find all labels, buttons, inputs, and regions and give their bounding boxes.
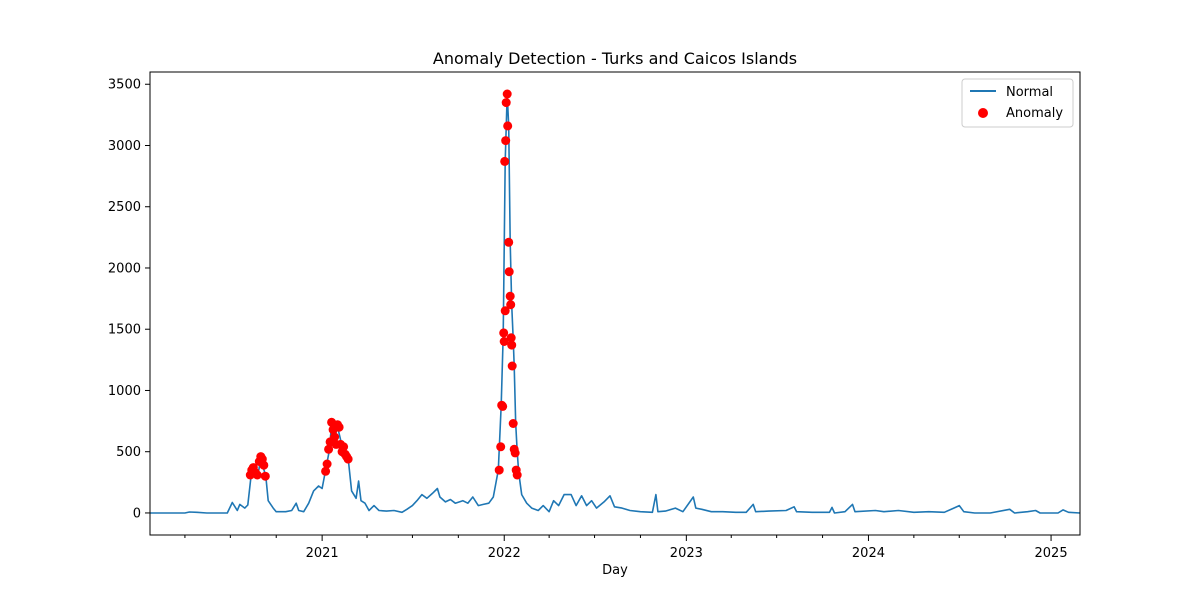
anomaly-point bbox=[252, 470, 262, 480]
anomaly-point bbox=[505, 291, 515, 301]
anomaly-series-layer bbox=[245, 89, 522, 481]
anomaly-point bbox=[502, 89, 512, 99]
anomaly-point bbox=[499, 337, 509, 346]
x-axis: 2021 2022 2023 2024 2025 bbox=[184, 535, 1068, 561]
y-tick-label: 1000 bbox=[108, 384, 141, 399]
legend: Normal Anomaly bbox=[961, 78, 1074, 128]
anomaly-point bbox=[507, 361, 517, 371]
y-tick-label: 2500 bbox=[108, 200, 141, 215]
anomaly-point bbox=[500, 306, 510, 316]
anomaly-point bbox=[499, 328, 509, 338]
anomaly-point bbox=[507, 340, 517, 350]
y-tick-label: 2000 bbox=[108, 261, 141, 276]
anomaly-point bbox=[259, 460, 269, 470]
plot-frame bbox=[149, 71, 1081, 536]
anomaly-point bbox=[330, 432, 340, 442]
anomaly-point bbox=[512, 470, 522, 480]
chart-title: Anomaly Detection - Turks and Caicos Isl… bbox=[433, 49, 797, 68]
y-axis: 0 500 1000 1500 2000 2500 3000 3500 bbox=[108, 78, 150, 521]
y-tick-label: 3000 bbox=[108, 139, 141, 154]
y-tick-label: 3500 bbox=[108, 78, 141, 93]
x-tick-label: 2024 bbox=[852, 546, 885, 561]
anomaly-point bbox=[260, 471, 270, 481]
legend-anomaly-swatch bbox=[978, 108, 988, 118]
anomaly-point bbox=[503, 121, 513, 131]
x-tick-label: 2025 bbox=[1035, 546, 1068, 561]
plot-background bbox=[150, 72, 1080, 535]
anomaly-point bbox=[504, 267, 514, 277]
x-axis-label: Day bbox=[602, 563, 628, 578]
anomaly-point bbox=[494, 465, 504, 475]
anomaly-point bbox=[504, 237, 514, 247]
y-tick-label: 1500 bbox=[108, 323, 141, 338]
anomaly-point bbox=[506, 333, 516, 343]
anomaly-point bbox=[339, 442, 349, 452]
anomaly-point bbox=[498, 401, 508, 411]
anomaly-point bbox=[500, 156, 510, 166]
anomaly-point bbox=[343, 454, 353, 464]
anomaly-point bbox=[496, 442, 506, 452]
anomaly-point bbox=[324, 444, 334, 454]
x-tick-label: 2023 bbox=[670, 546, 703, 561]
x-tick-label: 2022 bbox=[488, 546, 521, 561]
anomaly-point bbox=[506, 300, 516, 310]
anomaly-point bbox=[321, 466, 331, 476]
anomaly-point bbox=[501, 136, 511, 146]
anomaly-point bbox=[508, 419, 518, 428]
anomaly-point bbox=[334, 422, 344, 432]
x-tick-label: 2021 bbox=[306, 546, 339, 561]
y-tick-label: 0 bbox=[133, 506, 141, 521]
anomaly-point bbox=[501, 98, 511, 108]
anomaly-point bbox=[510, 448, 520, 458]
legend-anomaly-label: Anomaly bbox=[1006, 106, 1063, 121]
legend-normal-label: Normal bbox=[1006, 85, 1053, 100]
anomaly-point bbox=[322, 459, 332, 469]
y-tick-label: 500 bbox=[116, 445, 141, 460]
